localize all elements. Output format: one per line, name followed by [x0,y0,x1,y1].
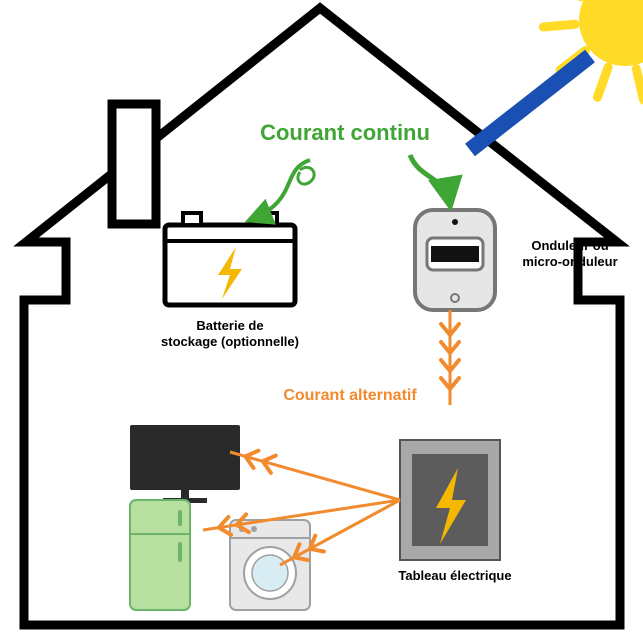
solar-panel-icon [470,56,590,150]
fridge-icon [130,500,190,610]
battery-icon [165,213,295,305]
inverter-icon [415,210,495,310]
ac-current-label: Courant alternatif [250,386,450,405]
tv-icon [130,425,240,503]
battery-label: Batterie destockage (optionnelle) [130,318,330,349]
chimney [112,104,156,224]
electrical-panel-icon [400,440,500,560]
arrow-dc-curl [298,167,314,184]
arrow-ac-branch-0 [230,448,400,500]
arrow-dc-to-inverter [410,155,450,205]
washer-icon [230,520,310,610]
dc-current-label: Courant continu [235,120,455,146]
inverter-label: Onduleur oumicro-onduleur [510,238,630,269]
panel-label: Tableau électrique [370,568,540,584]
